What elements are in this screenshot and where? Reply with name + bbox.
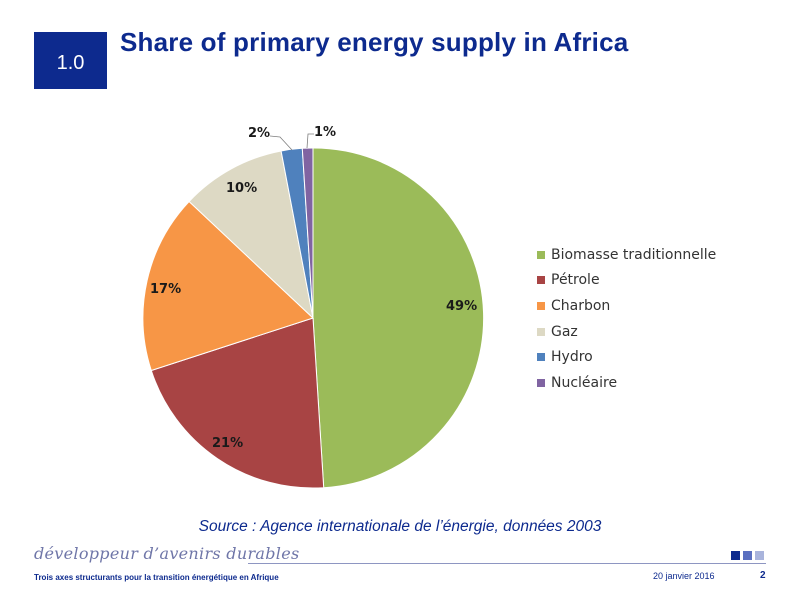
label-hydro: 2% xyxy=(248,126,270,141)
legend-label: Charbon xyxy=(551,297,611,314)
footer-presentation-title: Trois axes structurants pour la transiti… xyxy=(34,573,279,582)
legend-item-biomasse: Biomasse traditionnelle xyxy=(537,242,716,268)
source-caption: Source : Agence internationale de l’éner… xyxy=(198,518,602,535)
page-number: 2 xyxy=(760,570,766,581)
legend-swatch-icon xyxy=(537,250,545,259)
slice-charbon xyxy=(142,200,314,372)
legend-swatch-icon xyxy=(537,378,545,387)
legend-label: Gaz xyxy=(551,323,578,340)
label-gaz: 10% xyxy=(226,181,257,196)
brand-square-icon xyxy=(743,551,752,560)
slice-biomasse xyxy=(312,147,485,489)
legend-swatch-icon xyxy=(537,327,545,336)
legend-item-charbon: Charbon xyxy=(537,293,716,319)
chart-legend: Biomasse traditionnelle Pétrole Charbon … xyxy=(537,242,716,396)
leader-line-hydro xyxy=(269,135,293,151)
legend-swatch-icon xyxy=(537,276,545,285)
tagline: développeur d’avenirs durables xyxy=(34,544,300,563)
pie-slices xyxy=(142,147,485,489)
label-charbon: 17% xyxy=(150,282,181,297)
leader-lines xyxy=(269,133,314,151)
legend-label: Biomasse traditionnelle xyxy=(551,246,717,263)
footer-divider xyxy=(248,563,766,564)
footer-date: 20 janvier 2016 xyxy=(653,571,715,581)
label-biomasse: 49% xyxy=(446,299,477,314)
slice-petrole xyxy=(150,317,325,489)
legend-swatch-icon xyxy=(537,301,545,310)
legend-item-nucleaire: Nucléaire xyxy=(537,370,716,396)
brand-square-icon xyxy=(731,551,740,560)
leader-line-nucleaire xyxy=(306,133,314,149)
section-number: 1.0 xyxy=(56,52,85,74)
legend-label: Nucléaire xyxy=(551,374,618,391)
section-number-badge: 1.0 xyxy=(34,32,107,89)
slice-nucleaire xyxy=(301,147,314,319)
legend-item-gaz: Gaz xyxy=(537,319,716,345)
label-nucleaire: 1% xyxy=(314,125,336,140)
label-petrole: 21% xyxy=(212,436,243,451)
legend-item-petrole: Pétrole xyxy=(537,268,716,294)
legend-label: Hydro xyxy=(551,349,593,366)
slide-title: Share of primary energy supply in Africa xyxy=(120,27,629,57)
legend-swatch-icon xyxy=(537,353,545,362)
brand-square-icon xyxy=(755,551,764,560)
slice-gaz xyxy=(188,150,314,320)
legend-item-hydro: Hydro xyxy=(537,344,716,370)
legend-label: Pétrole xyxy=(551,272,600,289)
